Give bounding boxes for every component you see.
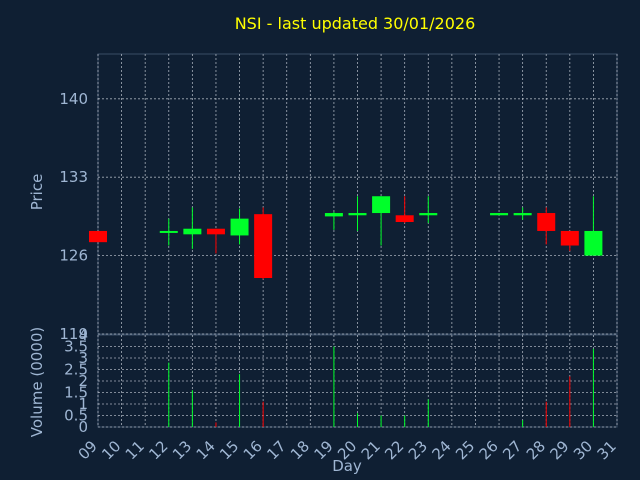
volume-tick-label: 3 bbox=[78, 349, 88, 367]
volume-tick-label: 0.5 bbox=[64, 407, 88, 425]
price-axis-label: Price bbox=[28, 174, 46, 211]
volume-tick-label: 0 bbox=[78, 418, 88, 436]
candle-body bbox=[324, 213, 343, 217]
candle-body bbox=[584, 230, 603, 256]
price-tick-label: 133 bbox=[59, 168, 88, 186]
volume-tick-label: 2.5 bbox=[64, 361, 88, 379]
volume-axis-label: Volume (0000) bbox=[28, 327, 46, 437]
volume-tick-label: 1 bbox=[78, 395, 88, 413]
candle-body bbox=[230, 218, 249, 236]
candle-body bbox=[89, 230, 107, 243]
volume-tick-label: 1.5 bbox=[64, 384, 88, 402]
candle-body bbox=[183, 228, 202, 235]
volume-tick-label: 2 bbox=[78, 372, 88, 390]
price-tick-label: 140 bbox=[59, 90, 88, 108]
candle-body bbox=[419, 213, 438, 216]
candle-body bbox=[537, 213, 556, 231]
x-axis-label: Day bbox=[332, 457, 362, 475]
price-panel: 119 126 133 140 bbox=[59, 53, 618, 343]
price-tick-label: 119 bbox=[59, 325, 88, 343]
candle-body bbox=[159, 230, 178, 233]
candle-body bbox=[395, 215, 414, 222]
volume-panel: 4 00.511.522.533.5 bbox=[64, 326, 618, 436]
candle-body bbox=[490, 213, 509, 216]
candle-body bbox=[560, 230, 579, 246]
price-tick-label: 126 bbox=[59, 247, 88, 265]
candle-body bbox=[206, 228, 225, 235]
candle-body bbox=[348, 213, 367, 216]
candle-body bbox=[513, 213, 532, 216]
candle-body bbox=[372, 196, 391, 214]
volume-tick-label: 3.5 bbox=[64, 338, 88, 356]
chart-title: NSI - last updated 30/01/2026 bbox=[235, 14, 476, 33]
candle-body bbox=[254, 214, 273, 278]
volume-tick-label: 4 bbox=[78, 326, 88, 344]
